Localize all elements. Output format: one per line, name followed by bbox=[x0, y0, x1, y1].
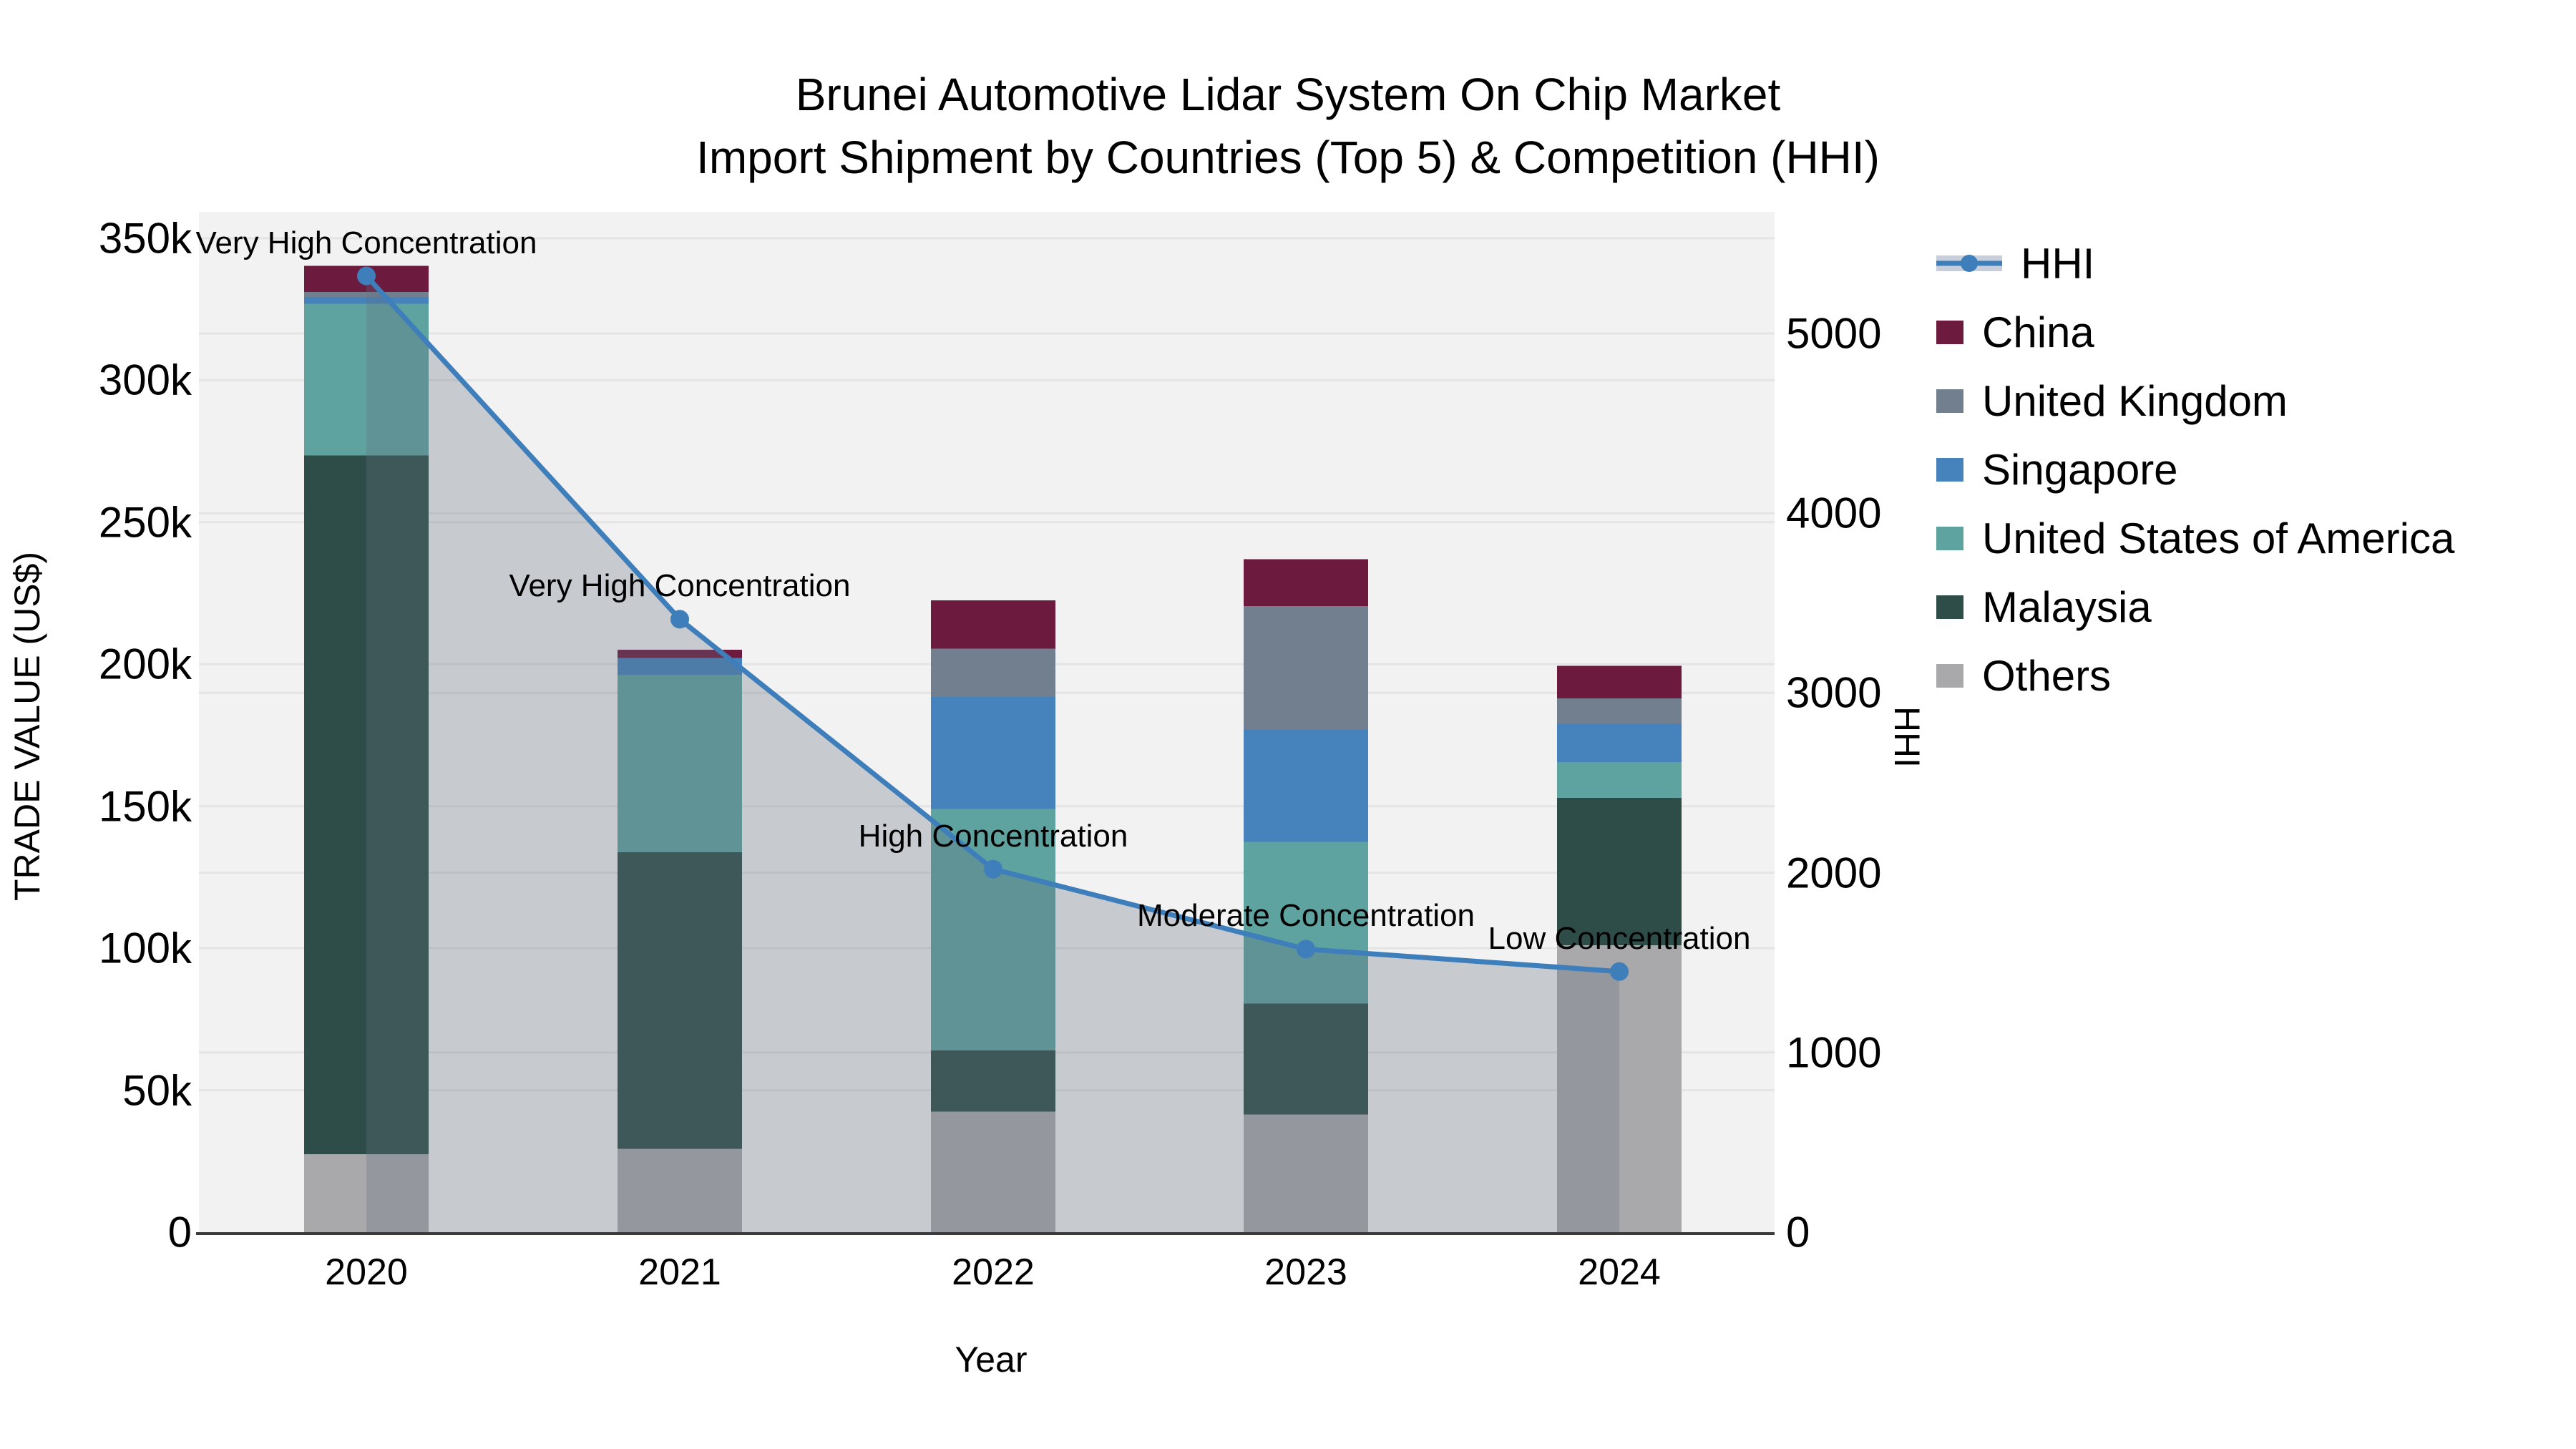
bar-2024-malaysia bbox=[1557, 797, 1682, 946]
annotation-2022: High Concentration bbox=[858, 818, 1128, 854]
chart-title-line2: Import Shipment by Countries (Top 5) & C… bbox=[696, 132, 1880, 183]
x-tick-2024: 2024 bbox=[1578, 1252, 1661, 1293]
chart-legend: HHI China United Kingdom Singapore United St… bbox=[1936, 229, 2454, 710]
legend-item-united-states-of-america[interactable]: United States of America bbox=[1936, 504, 2454, 572]
y-left-tick-250k: 250k bbox=[98, 498, 192, 547]
legend-swatch-icon bbox=[1936, 389, 1963, 413]
legend-item-china[interactable]: China bbox=[1936, 298, 2454, 366]
hhi-marker-2020 bbox=[357, 266, 376, 286]
legend-swatch-icon bbox=[1936, 320, 1963, 344]
y-left-tick-200k: 200k bbox=[98, 640, 192, 688]
y-right-tick-2000: 2000 bbox=[1786, 849, 1882, 897]
legend-item-united-kingdom[interactable]: United Kingdom bbox=[1936, 366, 2454, 435]
bar-2023-china bbox=[1244, 559, 1368, 606]
y-right-tick-0: 0 bbox=[1786, 1208, 1810, 1257]
legend-item-malaysia[interactable]: Malaysia bbox=[1936, 572, 2454, 641]
bar-2021-united-states-of-america bbox=[618, 674, 742, 853]
y-left-tick-350k: 350k bbox=[98, 214, 192, 263]
bar-2023-united-states-of-america bbox=[1244, 841, 1368, 1004]
bar-2021-others bbox=[618, 1148, 742, 1232]
bar-2021-malaysia bbox=[618, 852, 742, 1149]
y-left-tick-100k: 100k bbox=[98, 924, 192, 972]
bar-2023-others bbox=[1244, 1114, 1368, 1232]
bar-2022-others bbox=[931, 1111, 1055, 1232]
legend-swatch-icon bbox=[1936, 663, 1963, 688]
annotation-2023: Moderate Concentration bbox=[1136, 898, 1475, 934]
bar-2024-united-states-of-america bbox=[1557, 762, 1682, 798]
bar-2022-malaysia bbox=[931, 1050, 1055, 1112]
hhi-line-swatch-icon bbox=[1936, 255, 2002, 272]
legend-label: Singapore bbox=[1982, 445, 2178, 494]
y-left-tick-50k: 50k bbox=[122, 1066, 192, 1115]
y-left-tick-300k: 300k bbox=[98, 356, 192, 404]
legend-item-others[interactable]: Others bbox=[1936, 641, 2454, 710]
legend-swatch-icon bbox=[1936, 457, 1963, 482]
legend-label: HHI bbox=[2021, 239, 2095, 288]
legend-label: Malaysia bbox=[1982, 582, 2152, 631]
y-right-tick-5000: 5000 bbox=[1786, 309, 1882, 358]
legend-swatch-icon bbox=[1936, 595, 1963, 619]
bar-2024-others bbox=[1557, 945, 1682, 1232]
y-right-tick-4000: 4000 bbox=[1786, 489, 1882, 537]
bar-2024-china bbox=[1557, 665, 1682, 698]
bar-2022-singapore bbox=[931, 696, 1055, 809]
x-tick-2020: 2020 bbox=[325, 1252, 408, 1293]
bar-2022-united-states-of-america bbox=[931, 809, 1055, 1051]
x-tick-2023: 2023 bbox=[1264, 1252, 1347, 1293]
hhi-marker-2022 bbox=[984, 859, 1002, 879]
bar-2020-others bbox=[304, 1153, 429, 1232]
hhi-area bbox=[366, 275, 1619, 1233]
legend-label: Others bbox=[1982, 651, 2112, 700]
bar-2020-malaysia bbox=[304, 455, 429, 1154]
legend-label: China bbox=[1982, 308, 2094, 356]
bar-2020-united-states-of-america bbox=[304, 303, 429, 456]
y-right-axis-title: HHI bbox=[1887, 706, 1927, 769]
bar-2022-united-kingdom bbox=[931, 648, 1055, 697]
y-left-axis-title: TRADE VALUE (US$) bbox=[7, 551, 47, 902]
bar-2022-china bbox=[931, 600, 1055, 649]
hhi-marker-2024 bbox=[1610, 962, 1629, 981]
bar-2021-china bbox=[618, 650, 742, 658]
bar-2023-singapore bbox=[1244, 729, 1368, 842]
annotation-2024: Low Concentration bbox=[1488, 920, 1751, 956]
x-axis-title: Year bbox=[955, 1340, 1028, 1380]
legend-item-singapore[interactable]: Singapore bbox=[1936, 435, 2454, 504]
bar-2021-singapore bbox=[618, 658, 742, 675]
hhi-marker-2023 bbox=[1297, 940, 1315, 959]
annotation-2020: Very High Concentration bbox=[195, 225, 537, 260]
x-tick-2022: 2022 bbox=[952, 1252, 1035, 1293]
y-right-tick-3000: 3000 bbox=[1786, 668, 1882, 717]
bar-2023-malaysia bbox=[1244, 1003, 1368, 1115]
y-left-tick-0: 0 bbox=[167, 1208, 192, 1257]
legend-label: United States of America bbox=[1982, 514, 2455, 562]
hhi-marker-2021 bbox=[670, 610, 689, 629]
legend-swatch-icon bbox=[1936, 526, 1963, 550]
bar-2020-singapore bbox=[304, 296, 429, 304]
bar-2024-singapore bbox=[1557, 723, 1682, 763]
legend-item-hhi[interactable]: HHI bbox=[1936, 229, 2454, 298]
bar-2023-united-kingdom bbox=[1244, 605, 1368, 730]
y-right-tick-1000: 1000 bbox=[1786, 1028, 1882, 1077]
annotation-2021: Very High Concentration bbox=[509, 568, 851, 604]
chart-title: Brunei Automotive Lidar System On Chip M… bbox=[696, 63, 1880, 189]
bar-2020-united-kingdom bbox=[304, 292, 429, 297]
chart-title-line1: Brunei Automotive Lidar System On Chip M… bbox=[795, 69, 1781, 120]
bar-2024-united-kingdom bbox=[1557, 698, 1682, 724]
y-left-tick-150k: 150k bbox=[98, 782, 192, 831]
legend-label: United Kingdom bbox=[1982, 376, 2288, 425]
x-tick-2021: 2021 bbox=[638, 1252, 721, 1293]
